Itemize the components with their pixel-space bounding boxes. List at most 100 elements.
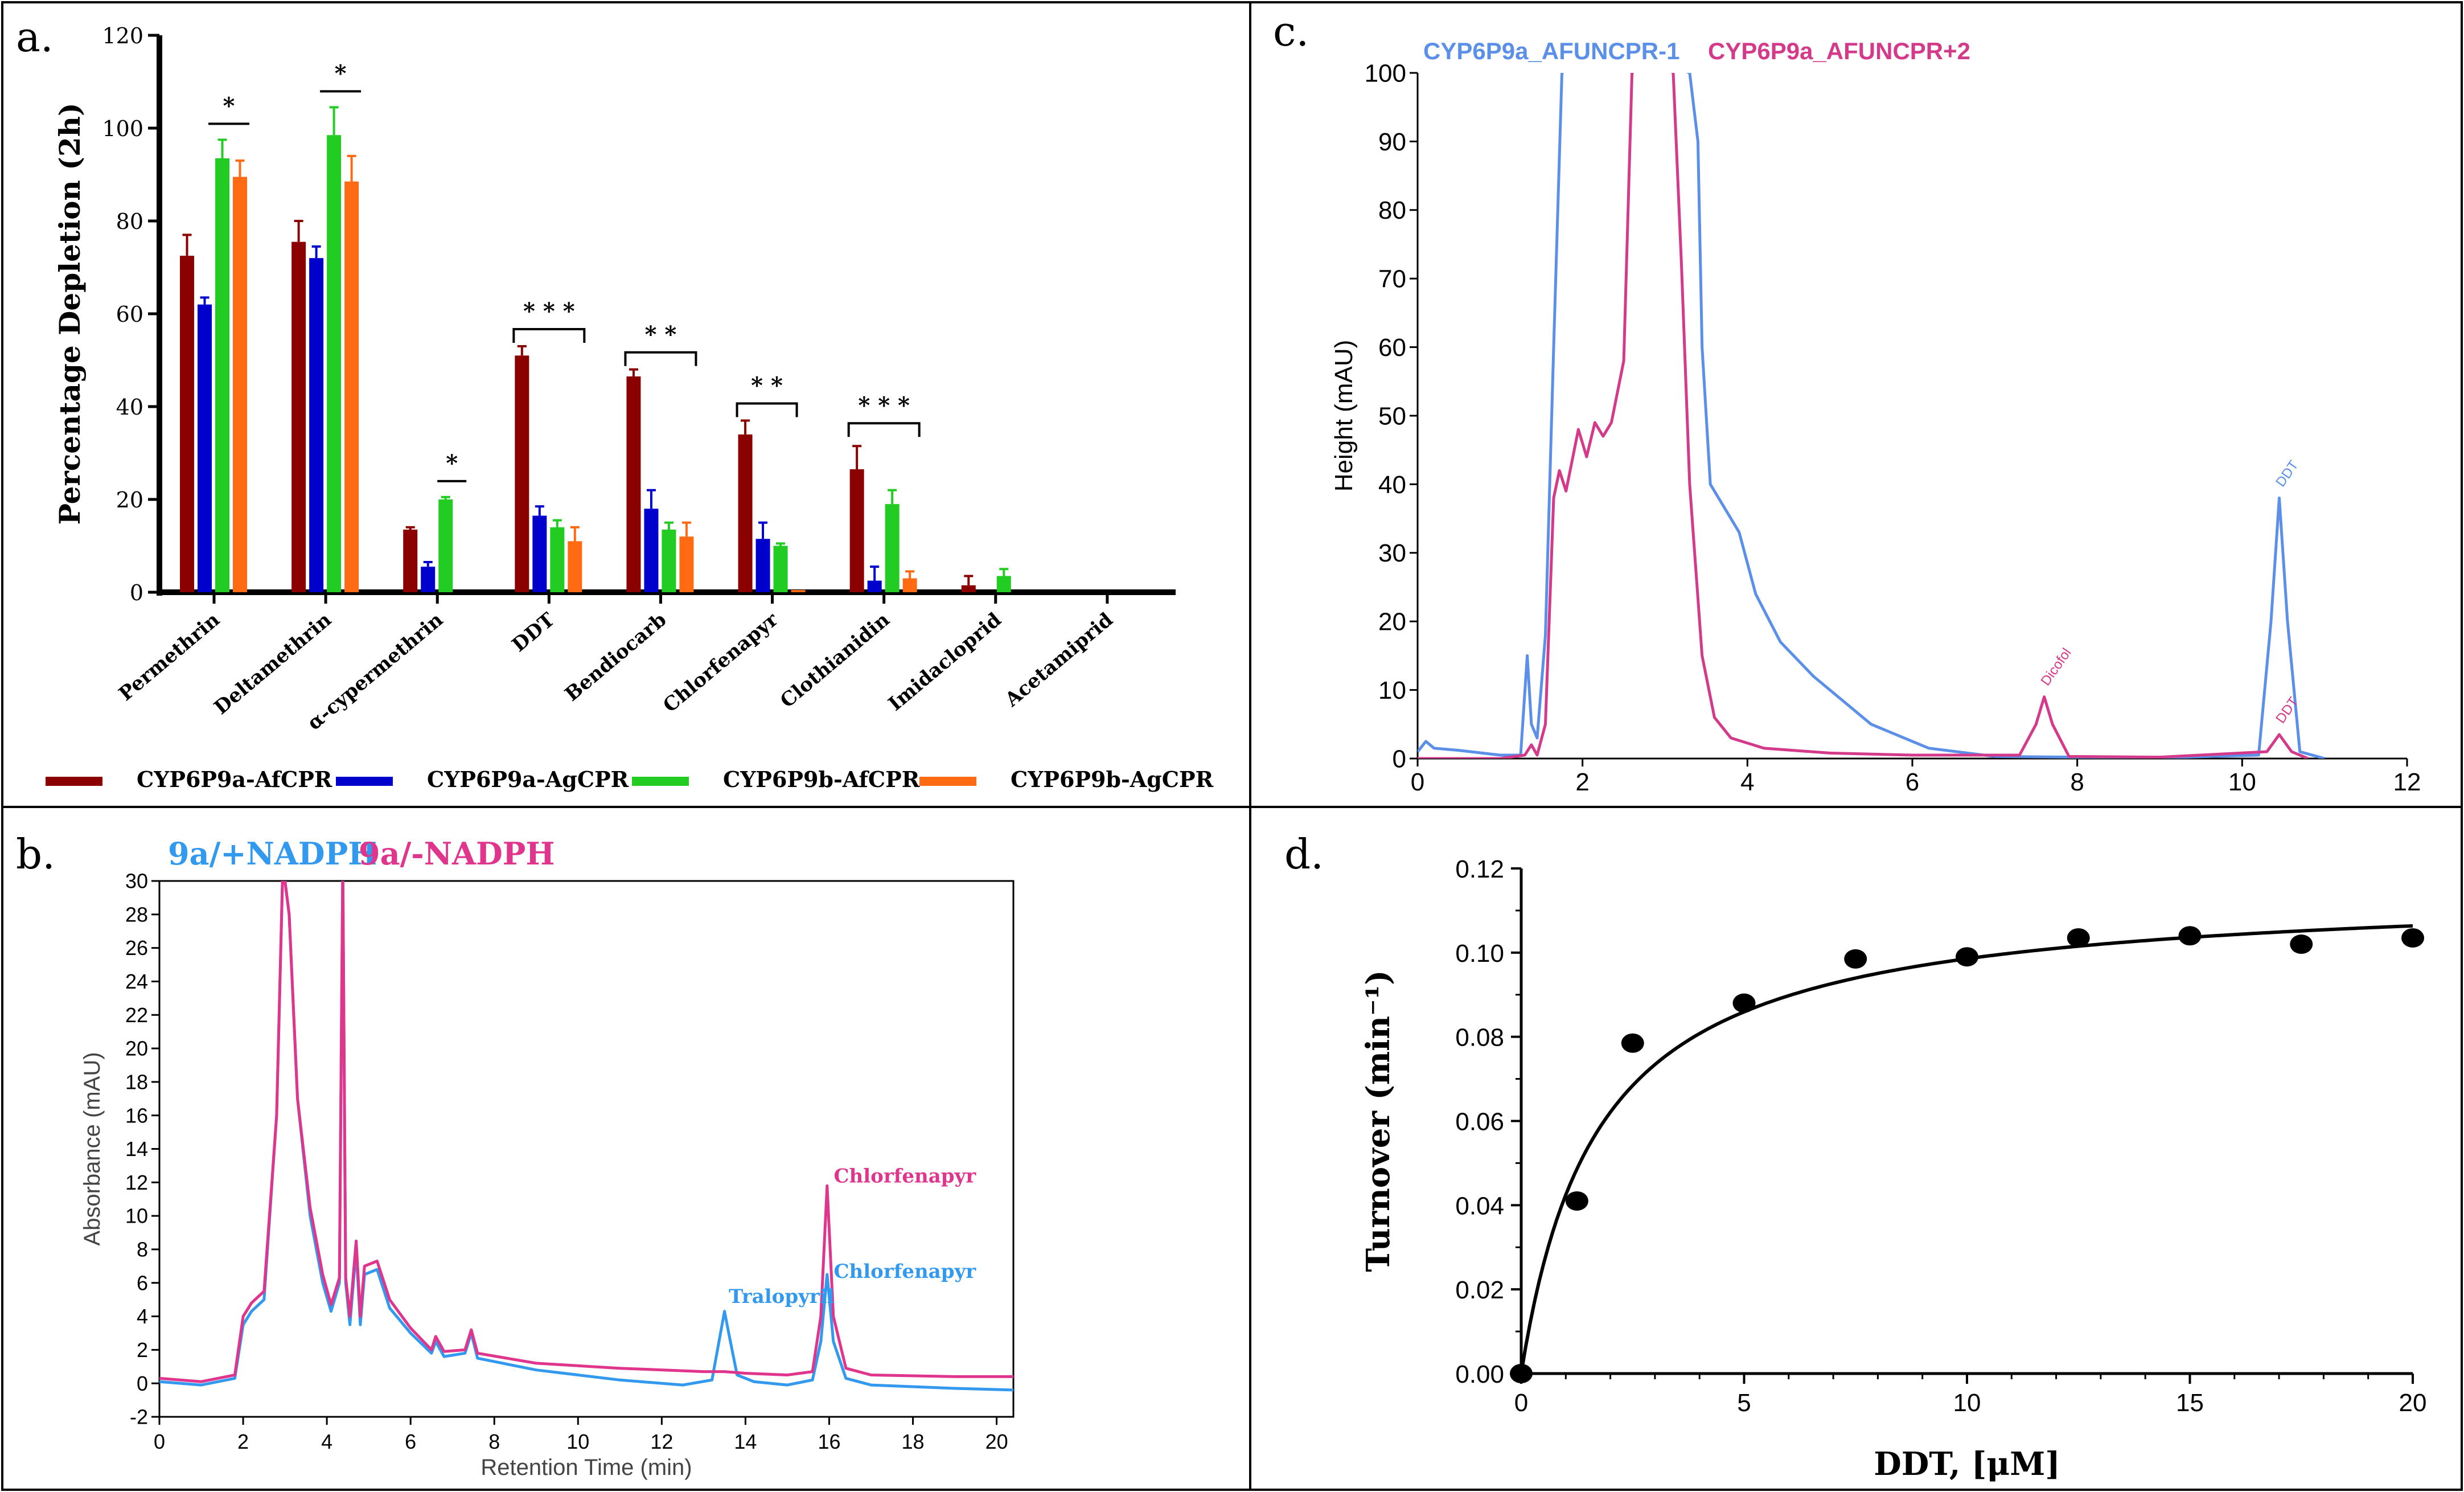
y-tick-label: 2 xyxy=(137,1338,148,1362)
x-tick-label: 10 xyxy=(1953,1389,1981,1417)
significance-bracket xyxy=(847,422,921,437)
y-tick-label: 20 xyxy=(116,487,143,513)
y-axis-title: Height (mAU) xyxy=(1330,340,1358,492)
x-tick-label: Imidacloprid xyxy=(884,608,1006,715)
data-point xyxy=(1621,1033,1644,1053)
x-tick-label: 12 xyxy=(2393,768,2421,796)
y-tick-label: 80 xyxy=(116,209,143,234)
bar-CYP6P9b-AgCPR-Clothianidin xyxy=(902,578,917,592)
bar-CYP6P9a-AfCPR-Chlorfenapyr xyxy=(738,434,753,592)
bar-CYP6P9a-AgCPR-DDT xyxy=(532,515,547,592)
panel-b-letter: b. xyxy=(16,830,55,878)
significance-marker: * xyxy=(223,92,235,119)
y-tick-label: 70 xyxy=(1378,265,1406,293)
y-tick-label: 100 xyxy=(1365,59,1406,87)
x-tick-label: 0 xyxy=(154,1430,165,1453)
legend-label: CYP6P9b-AgCPR xyxy=(1011,767,1214,792)
panel-c-chromatogram: 0 2 4 6 8 10 12 0 10 20 30 40 50 60 70 80 90 100 Height (m… xyxy=(1330,38,2421,796)
legend-label: CYP6P9a-AfCPR xyxy=(137,767,332,792)
bar-CYP6P9a-AfCPR-α-cypermethrin xyxy=(403,529,418,592)
y-tick-label: 10 xyxy=(1378,677,1406,704)
x-tick-label: 16 xyxy=(818,1430,840,1453)
y-tick-label: 100 xyxy=(102,116,143,141)
bar-CYP6P9a-AfCPR-Permethrin xyxy=(180,256,194,592)
bar-CYP6P9b-AfCPR-Clothianidin xyxy=(885,504,900,592)
significance-marker: * * xyxy=(751,372,783,399)
y-tick-label: 60 xyxy=(1378,334,1406,362)
series-line-9a/+NADPH xyxy=(159,881,1013,1392)
x-tick-label: 10 xyxy=(566,1430,589,1453)
legend-label: 9a/-NADPH xyxy=(359,835,555,872)
x-tick-label: 5 xyxy=(1737,1389,1751,1417)
y-tick-label: 0.02 xyxy=(1455,1276,1504,1304)
y-tick-label: 40 xyxy=(116,395,143,420)
x-tick-label: DDT xyxy=(508,608,559,657)
significance-bracket xyxy=(512,328,586,343)
legend-swatch-CYP6P9a-AfCPR xyxy=(46,777,102,786)
y-axis-title: Turnover (min⁻¹) xyxy=(1360,970,1397,1272)
panel-d-letter: d. xyxy=(1284,830,1324,878)
bar-CYP6P9b-AgCPR-Permethrin xyxy=(233,177,247,592)
x-tick-label: 8 xyxy=(2070,768,2084,796)
bar-CYP6P9a-AfCPR-Deltamethrin xyxy=(291,241,306,592)
bar-CYP6P9b-AfCPR-Bendiocarb xyxy=(662,529,676,592)
panel-a-bar-chart: 0 20 40 60 80 100 120 Percentage Depletion (2h)… xyxy=(46,23,1214,792)
x-tick-label: 20 xyxy=(985,1430,1008,1453)
legend-swatch-CYP6P9b-AgCPR xyxy=(919,777,976,786)
x-tick-label: 20 xyxy=(2399,1389,2427,1417)
y-tick-label: 50 xyxy=(1378,402,1406,430)
data-point xyxy=(1510,1364,1533,1383)
y-axis-title: Absorbance (mAU) xyxy=(80,1052,105,1245)
bar-CYP6P9b-AfCPR-Deltamethrin xyxy=(327,135,342,593)
y-tick-label: 10 xyxy=(125,1204,148,1228)
bar-CYP6P9b-AgCPR-Chlorfenapyr xyxy=(791,589,806,592)
x-tick-label: 14 xyxy=(734,1430,757,1453)
y-tick-label: 16 xyxy=(125,1104,148,1127)
x-tick-label: 2 xyxy=(1575,768,1589,796)
x-tick-label: 4 xyxy=(321,1430,332,1453)
y-tick-label: 20 xyxy=(125,1037,148,1060)
x-axis-title: Retention Time (min) xyxy=(481,1455,692,1480)
x-tick-label: 18 xyxy=(902,1430,925,1453)
y-tick-label: 28 xyxy=(125,903,148,926)
bar-CYP6P9a-AfCPR-Imidacloprid xyxy=(961,585,976,592)
x-tick-label: Clothianidin xyxy=(776,608,894,712)
panel-b-chromatogram: 0 2 4 6 8 10 12 14 16 18 20-2024681012141618202224… xyxy=(80,835,1015,1480)
bar-CYP6P9b-AfCPR-Chlorfenapyr xyxy=(773,546,788,592)
bar-CYP6P9a-AgCPR-α-cypermethrin xyxy=(421,567,436,592)
peak-annotation: DDT xyxy=(2273,458,2302,490)
x-tick-label: 15 xyxy=(2176,1389,2204,1417)
y-tick-label: 0.10 xyxy=(1455,940,1504,968)
panel-a-letter: a. xyxy=(16,13,54,61)
legend-label: CYP6P9a_AFUNCPR+2 xyxy=(1708,38,1970,64)
bar-CYP6P9b-AgCPR-DDT xyxy=(568,541,582,592)
series-line-CYP6P9a_AFUNCPR-1 xyxy=(1418,73,2325,759)
x-tick-label: 6 xyxy=(1906,768,1919,796)
significance-marker: * xyxy=(446,450,458,477)
significance-marker: * * * xyxy=(858,392,910,419)
bar-CYP6P9a-AfCPR-Bendiocarb xyxy=(626,376,641,592)
y-tick-label: 4 xyxy=(137,1305,148,1328)
y-tick-label: 0.00 xyxy=(1455,1360,1504,1388)
y-tick-label: 18 xyxy=(125,1070,148,1093)
x-tick-label: Chlorfenapyr xyxy=(659,608,783,718)
significance-bracket xyxy=(624,351,697,366)
legend-swatch-CYP6P9b-AfCPR xyxy=(632,777,689,786)
peak-annotation: Tralopyril xyxy=(729,1285,835,1308)
x-tick-label: 4 xyxy=(1740,768,1754,796)
data-point xyxy=(1844,949,1867,969)
y-tick-label: 0 xyxy=(1393,745,1406,773)
significance-bracket xyxy=(736,402,798,417)
significance-marker: * * xyxy=(645,321,677,348)
bar-CYP6P9a-AfCPR-Clothianidin xyxy=(849,469,864,592)
legend-swatch-CYP6P9a-AgCPR xyxy=(336,777,393,786)
data-point xyxy=(2401,928,2424,948)
peak-annotation: Chlorfenapyr xyxy=(833,1260,976,1283)
y-tick-label: 120 xyxy=(102,23,143,48)
y-axis-title: Percentage Depletion (2h) xyxy=(53,103,87,524)
y-tick-label: 20 xyxy=(1378,608,1406,636)
x-tick-label: 12 xyxy=(650,1430,673,1453)
y-tick-label: 40 xyxy=(1378,471,1406,499)
